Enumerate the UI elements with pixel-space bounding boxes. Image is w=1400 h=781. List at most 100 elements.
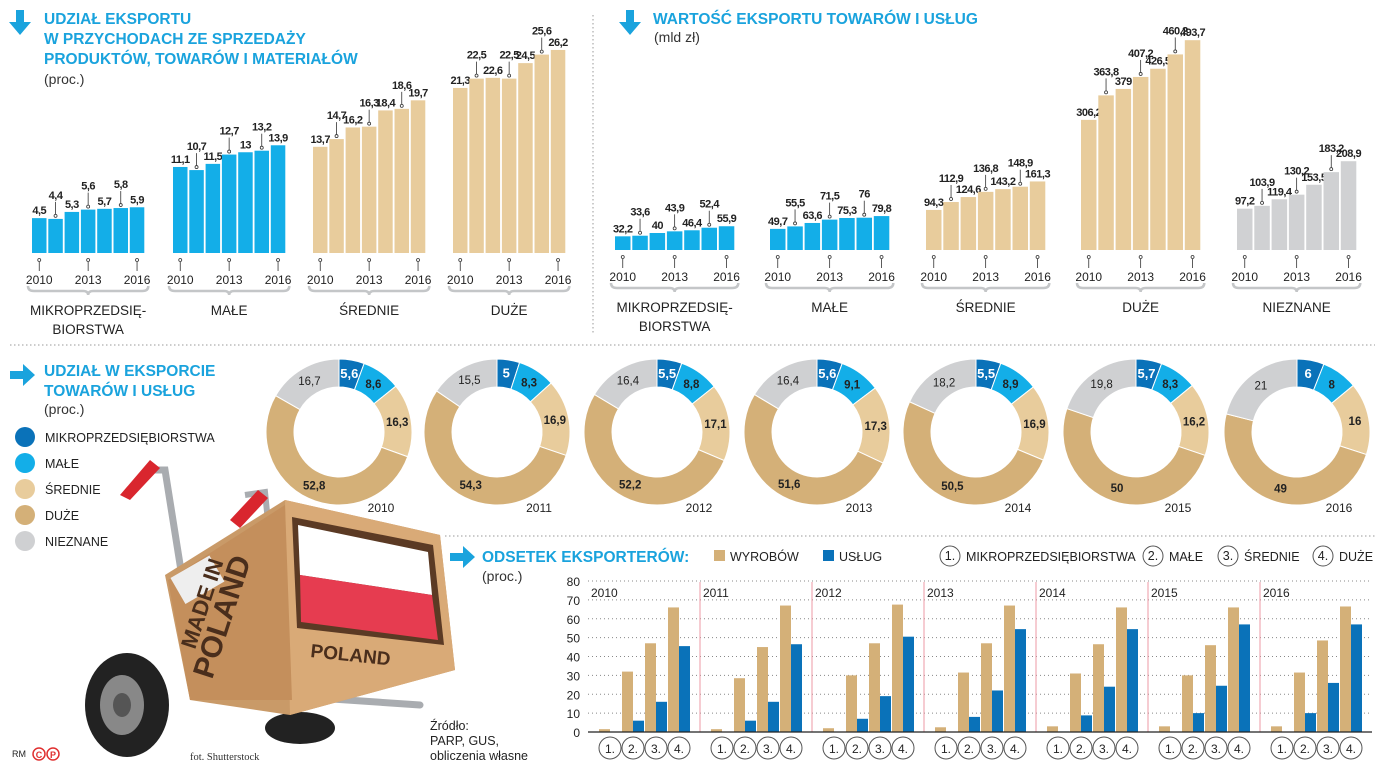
bar-uslug: [1328, 682, 1339, 732]
category-label: 2.: [1076, 742, 1086, 756]
slice-label: 16,9: [544, 415, 566, 427]
chart3-title-line1: UDZIAŁ W EKSPORCIE: [44, 363, 215, 380]
category-badge: [667, 736, 691, 760]
category-badge: [868, 736, 892, 760]
panel-2011: 2011 1. 2. 3. 4.: [699, 582, 803, 760]
bar: [684, 230, 700, 250]
group-label: BIORSTWA: [52, 322, 124, 337]
donut-slice: [593, 358, 658, 410]
leader-dot: [949, 197, 953, 201]
group-bracket: [1075, 282, 1206, 293]
category-badge: [1115, 736, 1139, 760]
group-bracket: [609, 282, 740, 293]
slice-label: 6: [1304, 366, 1311, 381]
data-label: 363,8: [1094, 66, 1119, 78]
bar: [1271, 199, 1288, 250]
bar: [48, 218, 63, 253]
slice-label: 5,7: [1137, 366, 1155, 381]
bar: [1132, 76, 1149, 250]
bar-wyrobow: [1004, 605, 1015, 732]
bar: [361, 126, 377, 253]
data-label: 18,6: [392, 80, 412, 92]
category-label: 4.: [898, 742, 908, 756]
slice-label: 50: [1111, 483, 1124, 495]
y-tick-label: 70: [567, 594, 581, 608]
bar: [1288, 194, 1305, 250]
slice-label: 8,8: [683, 379, 700, 391]
data-label: 25,6: [532, 26, 552, 38]
leader-dot: [474, 73, 479, 78]
category-label: 3.: [875, 742, 885, 756]
tick-dot: [931, 255, 936, 259]
bar: [518, 63, 533, 253]
bar: [313, 146, 328, 253]
bar: [615, 236, 631, 250]
category-label: 4.: [1010, 742, 1020, 756]
tick-label: 2010: [920, 270, 947, 284]
bar-uslug: [1351, 624, 1362, 732]
slice-label: 16,4: [777, 376, 800, 388]
data-label: 43,9: [665, 202, 685, 214]
bar-uslug: [1081, 715, 1092, 732]
bar-uslug: [656, 701, 667, 732]
leader-dot: [399, 103, 404, 108]
donut-year: 2010: [368, 501, 395, 515]
data-label: 24,5: [516, 50, 536, 62]
tick-dot: [1190, 255, 1195, 259]
category-badge: [1069, 736, 1093, 760]
tick-dot: [556, 258, 560, 262]
chart2-title: WARTOŚĆ EKSPORTU TOWARÓW I USŁUG: [653, 10, 978, 28]
group-label: DUŻE: [1122, 300, 1159, 315]
series-label: USŁUG: [839, 550, 882, 564]
donut-2013: 5,6 9,1 17,3 51,6 16,4 2013: [743, 358, 891, 515]
leader-dot: [1138, 72, 1143, 76]
donut-slice: [275, 358, 340, 411]
category-label: 4.: [1122, 742, 1132, 756]
data-label: 22,5: [499, 50, 519, 62]
slice-label: 5: [503, 366, 510, 381]
chart4-unit: (proc.): [482, 568, 522, 584]
bar-uslug: [1127, 629, 1138, 732]
donut-year: 2014: [1005, 501, 1032, 515]
bar: [1012, 186, 1028, 250]
category-badge: [1003, 736, 1027, 760]
bar-uslug: [679, 646, 690, 732]
leader-dot: [259, 145, 264, 150]
category-label: 3.: [987, 742, 997, 756]
data-label: 112,9: [939, 173, 964, 185]
leader-dot: [86, 204, 91, 209]
category-badge: [957, 736, 981, 760]
category-label: 1.: [1277, 742, 1287, 756]
tick-dot: [178, 258, 183, 262]
category-number-badge: [1142, 545, 1164, 567]
legend-label: MIKROPRZEDSIĘBIORSTWA: [45, 431, 215, 445]
tick-label: 2016: [545, 273, 572, 287]
slice-label: 54,3: [460, 480, 482, 492]
source-line1: Źródło:: [430, 718, 469, 733]
data-label: 5,3: [65, 199, 79, 211]
donut-slice: [1225, 358, 1298, 422]
data-label: 11,5: [203, 151, 222, 163]
bar-wyrobow: [823, 728, 834, 732]
bar: [1115, 88, 1132, 250]
group-label: ŚREDNIE: [956, 300, 1016, 315]
bar: [238, 152, 253, 253]
leader-dot: [672, 226, 677, 231]
bar: [550, 49, 566, 254]
tick-dot: [879, 255, 884, 259]
slice-label: 8: [1328, 379, 1335, 391]
category-badge: [1092, 736, 1116, 760]
arrow-down-icon: [619, 10, 641, 35]
data-label: 10,7: [187, 141, 207, 153]
arrow-right-icon: [450, 546, 475, 568]
slice-label: 5,5: [658, 366, 676, 381]
category-badge: [1316, 736, 1340, 760]
slice-label: 15,5: [458, 375, 480, 387]
tick-dot: [620, 255, 625, 259]
leader-dot: [1018, 181, 1023, 186]
leader-dot: [793, 221, 797, 226]
panel-2015: 2015 1. 2. 3. 4.: [1147, 582, 1251, 760]
bar-wyrobow: [1116, 607, 1127, 732]
